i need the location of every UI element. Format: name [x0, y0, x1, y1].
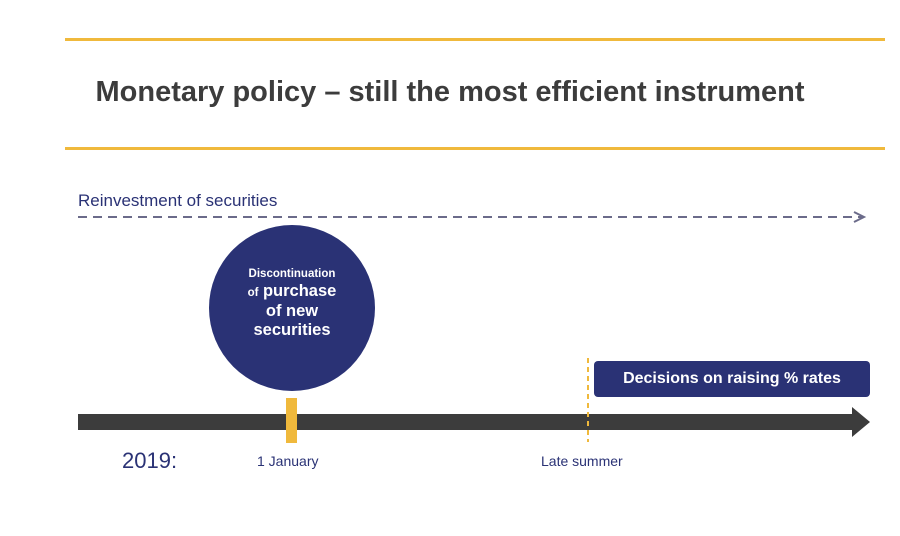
- reinvestment-arrowhead-icon: [853, 211, 867, 223]
- late-summer-label: Late summer: [541, 453, 623, 469]
- bottom-divider: [65, 147, 885, 150]
- january-marker: [286, 398, 297, 443]
- january-label: 1 January: [257, 453, 319, 469]
- circle-line-1: Discontinuation: [248, 268, 336, 280]
- circle-line-2-small: of: [247, 286, 259, 299]
- circle-line-2-big: purchase: [262, 281, 337, 300]
- year-label: 2019:: [122, 448, 178, 473]
- circle-text: Discontinuation of purchase of new secur…: [210, 268, 374, 341]
- circle-line-3: of new: [265, 301, 319, 320]
- page-title: Monetary policy – still the most efficie…: [95, 76, 805, 108]
- timeline-arrowhead-icon: [852, 407, 870, 437]
- timeline-bar: [78, 414, 854, 430]
- discontinuation-circle: [209, 225, 375, 391]
- circle-line-4: securities: [253, 321, 331, 340]
- decision-box: Decisions on raising % rates: [594, 361, 870, 397]
- reinvestment-label: Reinvestment of securities: [78, 191, 278, 210]
- top-divider: [65, 38, 885, 41]
